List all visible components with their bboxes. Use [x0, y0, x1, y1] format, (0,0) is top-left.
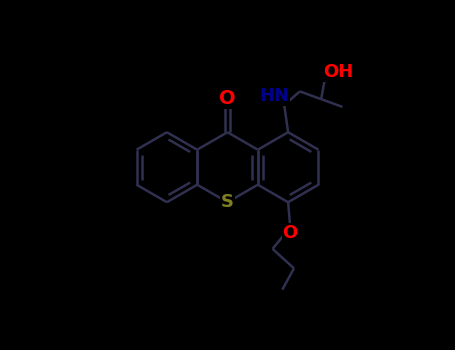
Text: S: S	[221, 193, 234, 211]
Text: O: O	[283, 224, 298, 242]
Text: HN: HN	[259, 88, 289, 105]
Text: O: O	[219, 89, 236, 108]
Text: OH: OH	[324, 63, 354, 81]
